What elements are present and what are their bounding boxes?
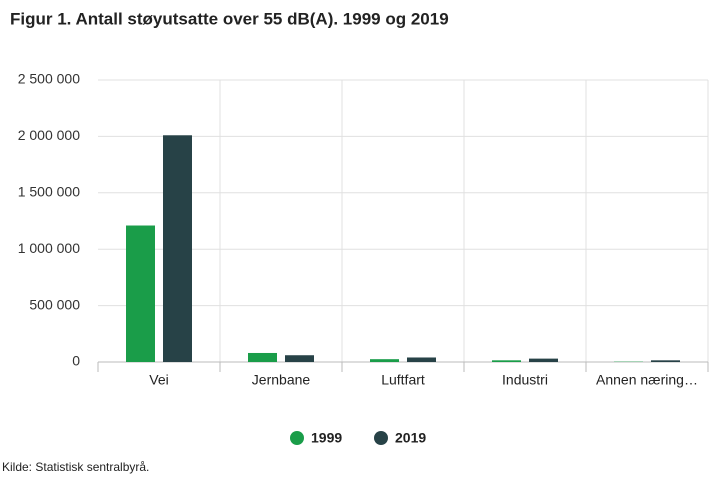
bar	[651, 360, 680, 362]
x-tick-label: Annen næring…	[596, 372, 698, 388]
y-tick-label: 500 000	[29, 296, 80, 312]
legend-marker	[374, 431, 388, 445]
bar	[529, 358, 558, 362]
y-tick-label: 1 000 000	[18, 240, 80, 256]
y-tick-label: 0	[72, 353, 80, 369]
bar	[407, 357, 436, 362]
y-tick-label: 1 500 000	[18, 184, 80, 200]
x-tick-label: Jernbane	[252, 372, 311, 388]
bar	[492, 360, 521, 362]
x-tick-label: Vei	[149, 372, 168, 388]
bar	[370, 359, 399, 362]
x-tick-label: Luftfart	[381, 372, 425, 388]
x-tick-label: Industri	[502, 372, 548, 388]
y-tick-label: 2 000 000	[18, 127, 80, 143]
chart-title: Figur 1. Antall støyutsatte over 55 dB(A…	[10, 9, 449, 28]
legend-marker	[290, 431, 304, 445]
bar	[248, 352, 277, 362]
bar	[126, 225, 155, 362]
bar	[163, 135, 192, 362]
legend-label: 1999	[311, 430, 342, 446]
legend-label: 2019	[395, 430, 426, 446]
source: Kilde: Statistisk sentralbyrå.	[2, 460, 149, 474]
y-tick-label: 2 500 000	[18, 71, 80, 87]
bar	[285, 355, 314, 362]
